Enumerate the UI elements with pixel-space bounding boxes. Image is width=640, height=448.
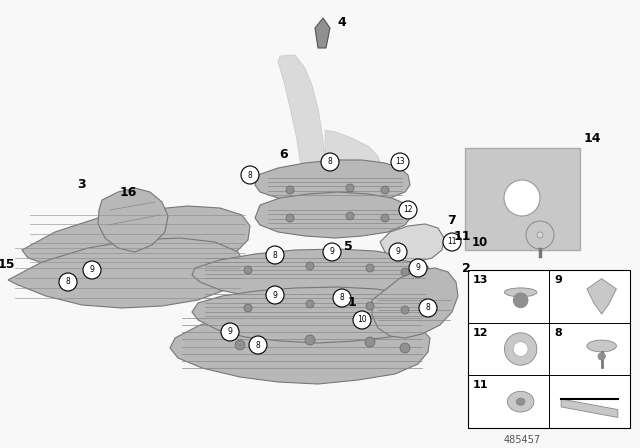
Bar [468, 270, 630, 428]
Text: 11: 11 [453, 229, 471, 242]
Ellipse shape [516, 398, 525, 405]
Polygon shape [192, 287, 432, 343]
Text: 8: 8 [273, 250, 277, 259]
Circle shape [346, 212, 354, 220]
Text: 9: 9 [415, 263, 420, 272]
Polygon shape [22, 206, 250, 274]
Circle shape [321, 153, 339, 171]
Circle shape [443, 233, 461, 251]
Circle shape [389, 243, 407, 261]
Text: 485457: 485457 [504, 435, 541, 445]
Text: 8: 8 [66, 277, 70, 287]
Circle shape [401, 268, 409, 276]
Circle shape [244, 304, 252, 312]
Circle shape [409, 259, 427, 277]
Circle shape [400, 343, 410, 353]
Ellipse shape [504, 333, 537, 365]
Polygon shape [170, 306, 430, 384]
Circle shape [346, 184, 354, 192]
Circle shape [306, 300, 314, 308]
Ellipse shape [508, 392, 534, 412]
Ellipse shape [513, 293, 528, 308]
Text: 14: 14 [583, 132, 601, 145]
Text: 1: 1 [348, 296, 356, 309]
Text: 13: 13 [473, 275, 488, 285]
Circle shape [504, 180, 540, 216]
Polygon shape [561, 399, 618, 418]
Text: 2: 2 [461, 262, 470, 275]
Polygon shape [255, 160, 410, 204]
Circle shape [366, 264, 374, 272]
Circle shape [59, 273, 77, 291]
Circle shape [537, 232, 543, 238]
Circle shape [333, 289, 351, 307]
Text: 8: 8 [340, 293, 344, 302]
Text: 9: 9 [554, 275, 562, 285]
Text: 7: 7 [447, 214, 456, 227]
Text: 9: 9 [273, 290, 277, 300]
Text: 9: 9 [396, 247, 401, 257]
Circle shape [381, 186, 389, 194]
Polygon shape [325, 130, 382, 184]
Text: 9: 9 [330, 247, 335, 257]
Circle shape [401, 306, 409, 314]
Circle shape [235, 340, 245, 350]
Circle shape [366, 302, 374, 310]
Text: 12: 12 [403, 206, 413, 215]
Text: 11: 11 [473, 380, 488, 390]
Circle shape [305, 335, 315, 345]
Text: 8: 8 [426, 303, 430, 313]
Polygon shape [255, 192, 410, 238]
Text: 8: 8 [255, 340, 260, 349]
Ellipse shape [598, 353, 605, 360]
Polygon shape [380, 224, 444, 262]
Polygon shape [587, 279, 616, 314]
Circle shape [249, 336, 267, 354]
Polygon shape [372, 268, 458, 338]
Circle shape [391, 153, 409, 171]
Circle shape [83, 261, 101, 279]
Polygon shape [465, 148, 580, 250]
Circle shape [244, 266, 252, 274]
Circle shape [266, 246, 284, 264]
Circle shape [353, 311, 371, 329]
Ellipse shape [504, 288, 537, 297]
Text: 6: 6 [280, 148, 288, 161]
Text: 8: 8 [554, 327, 562, 338]
Text: 5: 5 [344, 240, 353, 253]
Ellipse shape [513, 342, 528, 356]
Circle shape [323, 243, 341, 261]
Text: 16: 16 [119, 186, 137, 199]
Polygon shape [278, 55, 326, 198]
Circle shape [266, 286, 284, 304]
Circle shape [306, 262, 314, 270]
Circle shape [241, 166, 259, 184]
Polygon shape [98, 188, 168, 252]
Text: 15: 15 [0, 258, 15, 271]
Circle shape [381, 214, 389, 222]
Circle shape [399, 201, 417, 219]
Text: 8: 8 [248, 171, 252, 180]
Text: 10: 10 [472, 236, 488, 249]
Polygon shape [8, 238, 245, 308]
Circle shape [286, 214, 294, 222]
Circle shape [286, 186, 294, 194]
Text: 8: 8 [328, 158, 332, 167]
Text: 12: 12 [473, 327, 488, 338]
Circle shape [365, 337, 375, 347]
Text: 4: 4 [338, 16, 346, 29]
Ellipse shape [587, 340, 616, 352]
Text: 3: 3 [77, 178, 86, 191]
Text: 13: 13 [395, 158, 405, 167]
Text: 9: 9 [90, 266, 95, 275]
Circle shape [419, 299, 437, 317]
Text: 11: 11 [447, 237, 457, 246]
Circle shape [526, 221, 554, 249]
Polygon shape [315, 18, 330, 48]
Circle shape [221, 323, 239, 341]
Text: 10: 10 [357, 315, 367, 324]
Text: 9: 9 [228, 327, 232, 336]
Polygon shape [192, 249, 432, 302]
